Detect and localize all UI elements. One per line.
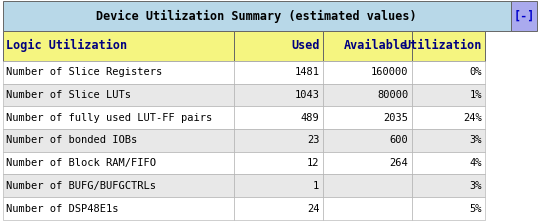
Text: Used: Used: [291, 39, 320, 52]
Text: 23: 23: [307, 135, 320, 145]
Bar: [234, 197, 323, 220]
Text: Number of BUFG/BUFGCTRLs: Number of BUFG/BUFGCTRLs: [6, 181, 156, 191]
Text: 12: 12: [307, 158, 320, 168]
Text: Number of Block RAM/FIFO: Number of Block RAM/FIFO: [6, 158, 156, 168]
Bar: [3, 174, 234, 197]
Text: 24%: 24%: [463, 113, 482, 123]
Text: [-]: [-]: [513, 10, 535, 23]
Text: 4%: 4%: [469, 158, 482, 168]
Bar: [3, 129, 234, 152]
Bar: [323, 84, 411, 106]
Text: 3%: 3%: [469, 135, 482, 145]
Text: Utilization: Utilization: [403, 39, 482, 52]
Bar: [411, 31, 485, 61]
Bar: [234, 84, 323, 106]
Bar: [3, 106, 234, 129]
Bar: [411, 84, 485, 106]
Text: Available: Available: [344, 39, 408, 52]
Text: 264: 264: [389, 158, 408, 168]
Text: 160000: 160000: [371, 67, 408, 77]
Text: Number of DSP48E1s: Number of DSP48E1s: [6, 204, 118, 213]
Text: 1: 1: [313, 181, 320, 191]
Bar: [234, 129, 323, 152]
Bar: [323, 174, 411, 197]
Bar: [3, 152, 234, 174]
Bar: [411, 61, 485, 84]
Bar: [3, 31, 234, 61]
Text: 2035: 2035: [383, 113, 408, 123]
Text: Number of fully used LUT-FF pairs: Number of fully used LUT-FF pairs: [6, 113, 212, 123]
Bar: [234, 106, 323, 129]
Bar: [323, 197, 411, 220]
Bar: [3, 84, 234, 106]
Bar: [323, 61, 411, 84]
Text: Number of bonded IOBs: Number of bonded IOBs: [6, 135, 137, 145]
Text: 1481: 1481: [294, 67, 320, 77]
Text: Number of Slice LUTs: Number of Slice LUTs: [6, 90, 131, 100]
Bar: [411, 129, 485, 152]
Text: 24: 24: [307, 204, 320, 213]
Bar: [3, 197, 234, 220]
Text: 1%: 1%: [469, 90, 482, 100]
Bar: [411, 106, 485, 129]
Bar: [234, 152, 323, 174]
Bar: [234, 61, 323, 84]
Text: 80000: 80000: [377, 90, 408, 100]
Bar: [234, 31, 323, 61]
Text: 489: 489: [301, 113, 320, 123]
Bar: [323, 152, 411, 174]
Bar: [234, 174, 323, 197]
Bar: [323, 31, 411, 61]
Bar: [411, 152, 485, 174]
Text: Number of Slice Registers: Number of Slice Registers: [6, 67, 162, 77]
Bar: [323, 129, 411, 152]
Bar: [511, 1, 537, 31]
Bar: [411, 174, 485, 197]
Bar: [323, 106, 411, 129]
Bar: [3, 61, 234, 84]
Text: 5%: 5%: [469, 204, 482, 213]
Text: Logic Utilization: Logic Utilization: [6, 39, 127, 52]
Text: Device Utilization Summary (estimated values): Device Utilization Summary (estimated va…: [96, 10, 417, 23]
Text: 3%: 3%: [469, 181, 482, 191]
Text: 600: 600: [389, 135, 408, 145]
Bar: [3, 1, 511, 31]
Text: 1043: 1043: [294, 90, 320, 100]
Text: 0%: 0%: [469, 67, 482, 77]
Bar: [411, 197, 485, 220]
